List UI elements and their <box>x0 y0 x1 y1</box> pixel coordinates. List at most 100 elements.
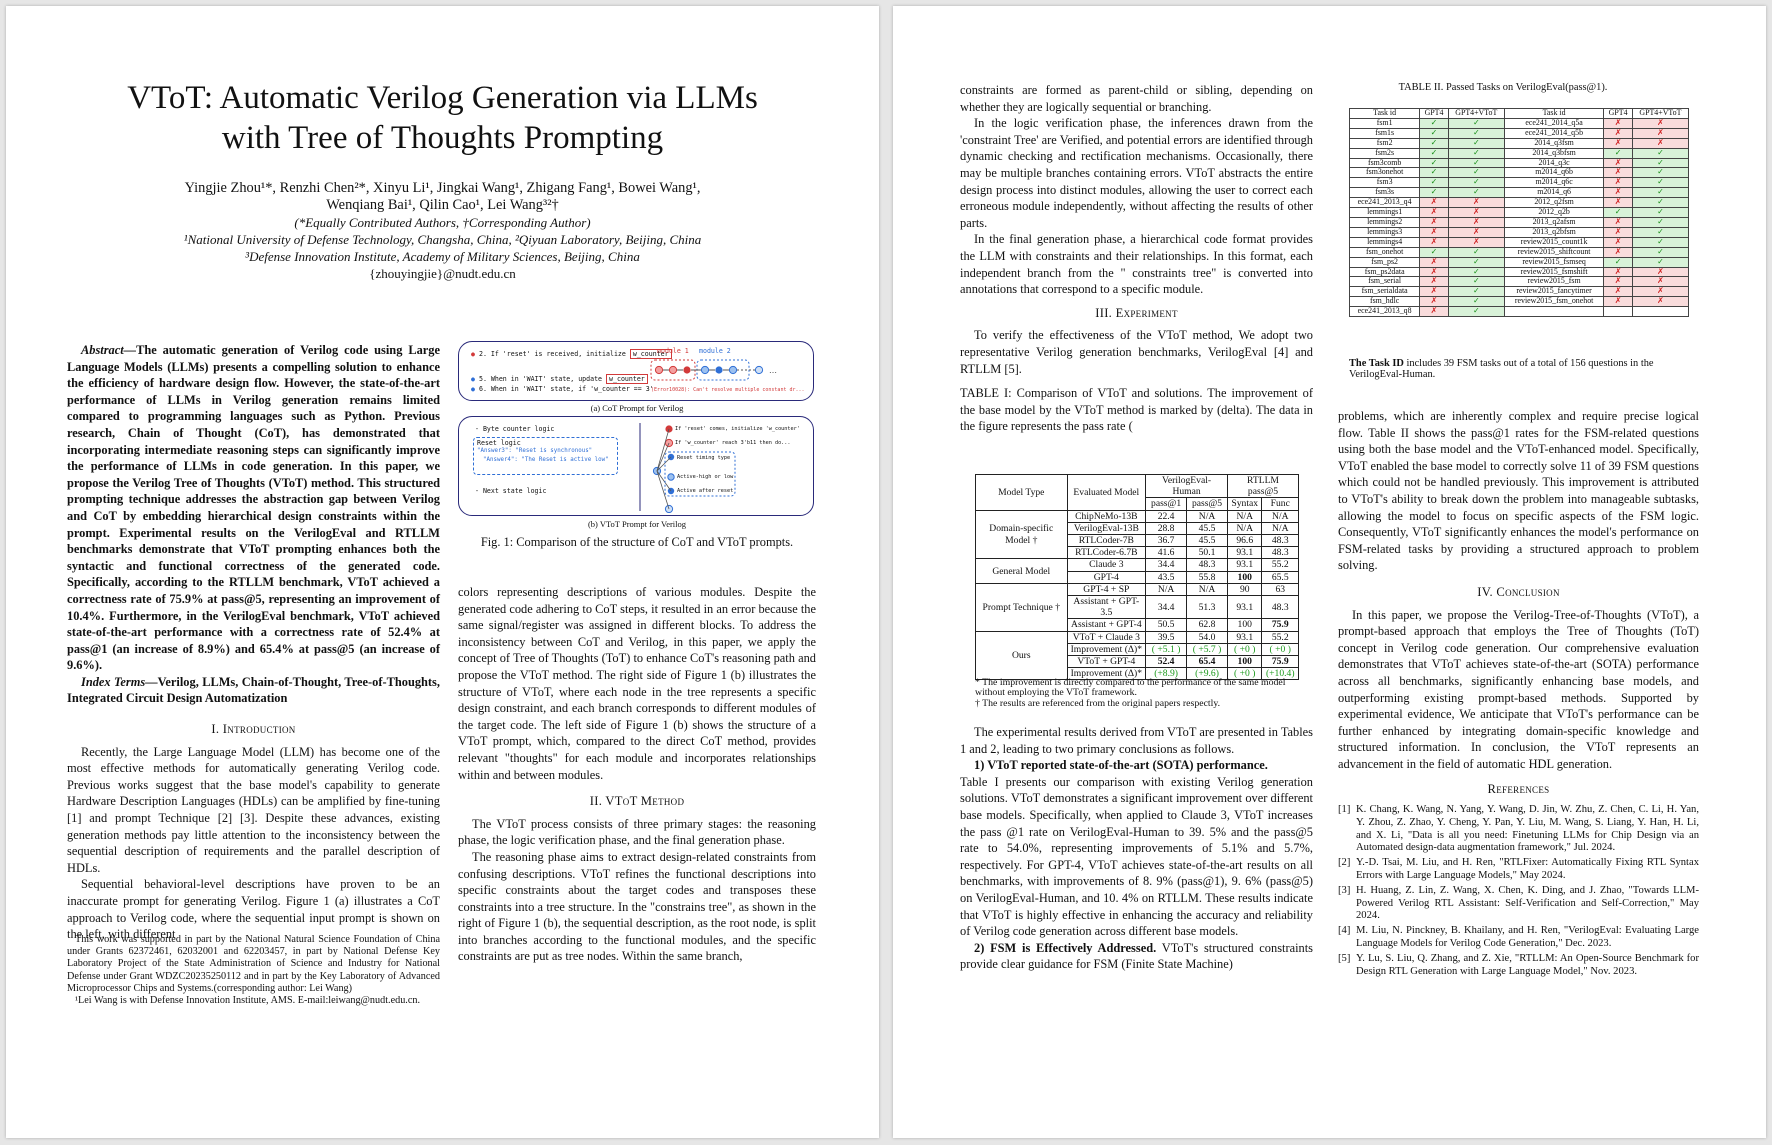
task-id-cell: lemmings3 <box>1348 226 1421 238</box>
page-2: constraints are formed as parent-child o… <box>893 6 1766 1138</box>
model-name-cell: Improvement (Δ)* <box>1066 642 1147 657</box>
score-cell: 54.0 <box>1186 630 1228 644</box>
table-row: fsm_ps2 ✗ ✓ review2015_fsmseq ✓ ✓ <box>1348 256 1690 268</box>
score-cell: 55.2 <box>1261 558 1299 572</box>
result-cell: ✗ <box>1603 187 1633 199</box>
affiliation-1: ¹National University of Defense Technolo… <box>183 232 702 247</box>
header-syntax: Syntax <box>1226 497 1263 511</box>
score-cell: 62.8 <box>1186 618 1228 632</box>
section-heading-method: II. VToT Method <box>589 794 685 809</box>
figure-1b-panel: - Byte counter logic Reset logic "Answer… <box>458 416 814 516</box>
score-cell: 34.4 <box>1145 558 1188 572</box>
task-id-cell: fsm1s <box>1348 127 1421 139</box>
table-row: lemmings1 ✗ ✗ 2012_q2b ✓ ✓ <box>1348 207 1690 218</box>
score-cell: 50.1 <box>1186 546 1228 560</box>
score-cell: 50.5 <box>1145 618 1188 632</box>
method-paragraph-2: The reasoning phase aims to extract desi… <box>458 849 816 964</box>
table-row: General Model Claude 3 34.4 48.3 93.1 55.2 <box>975 558 1299 584</box>
answer-3: "Answer3": "Reset is synchronous" <box>477 448 593 454</box>
task-id-cell: review2015_shiftcount <box>1503 246 1605 258</box>
model-name-cell: Assistant + GPT-3.5 <box>1066 595 1147 620</box>
tree-node-reset-timing: Reset timing type <box>677 455 731 461</box>
result-cell: ✓ <box>1447 306 1505 318</box>
result-cell: ✓ <box>1447 296 1505 308</box>
result-cell <box>1631 306 1690 318</box>
w-counter-tag: w_counter <box>629 349 672 359</box>
cot-discussion-paragraph: colors representing descriptions of vari… <box>458 585 816 782</box>
task-id-cell: review2015_count1k <box>1503 236 1605 248</box>
table-2-header-cell: Task id <box>1348 108 1421 119</box>
result-cell: ✗ <box>1603 167 1633 179</box>
score-cell: N/A <box>1261 509 1299 523</box>
table-2-note-bold: The Task ID <box>1349 358 1404 369</box>
table-row: fsm_hdlc ✗ ✓ review2015_fsm_onehot ✗ ✗ <box>1348 296 1690 308</box>
result-cell: ✓ <box>1419 167 1449 179</box>
header-func: Func <box>1261 497 1299 511</box>
table-1: Model Type Evaluated Model VerilogEval-H… <box>975 473 1299 681</box>
table-row: VerilogEval-13B 28.8 45.5 N/A N/A <box>976 521 1299 536</box>
page2-left-column-lower: The experimental results derived from VT… <box>960 724 1313 973</box>
section-heading-experiment: III. Experiment <box>1095 305 1178 320</box>
model-name-cell: RTLCoder-6.7B <box>1066 546 1147 560</box>
next-state-item: - Next state logic <box>475 487 547 495</box>
result-cell: ✗ <box>1603 296 1633 308</box>
task-id-cell: m2014_q6 <box>1503 187 1605 199</box>
score-cell: 100 <box>1226 655 1263 669</box>
score-cell: 100 <box>1226 570 1263 584</box>
model-name-cell: VToT + GPT-4 <box>1066 655 1147 669</box>
task-id-cell: review2015_fsmshift <box>1503 266 1605 278</box>
result-cell: ✗ <box>1419 256 1449 268</box>
table-1-caption: TABLE I: Comparison of VToT and solution… <box>960 386 1313 434</box>
score-cell: ( +5.7 ) <box>1186 642 1228 657</box>
reset-logic-box <box>473 437 618 475</box>
header-rtllm: RTLLM pass@5 <box>1227 473 1299 499</box>
table-2-note: The Task ID includes 39 FSM tasks out of… <box>1349 358 1689 380</box>
result-cell: ✓ <box>1631 187 1690 199</box>
score-cell: (+10.4) <box>1261 667 1299 681</box>
task-id-cell: ece241_2013_q4 <box>1348 197 1421 209</box>
score-cell: N/A <box>1226 521 1263 536</box>
reference-item: [1] K. Chang, K. Wang, N. Yang, Y. Wang, … <box>1338 804 1699 855</box>
score-cell: 36.7 <box>1145 534 1188 548</box>
score-cell: (+9.6) <box>1186 667 1228 681</box>
score-cell: 93.1 <box>1226 595 1263 620</box>
constraint-paragraph: constraints are formed as parent-child o… <box>960 83 1313 114</box>
result-cell: ✗ <box>1603 117 1633 129</box>
cot-step-2: ● 2. If 'reset' is received, initialize … <box>471 349 672 359</box>
svg-text:…: … <box>769 366 777 375</box>
score-cell: 93.1 <box>1226 558 1263 572</box>
score-cell: 75.9 <box>1261 655 1299 669</box>
abstract: Abstract—The automatic generation of Ver… <box>67 342 440 707</box>
score-cell: 65.5 <box>1261 570 1299 584</box>
score-cell: 52.4 <box>1145 655 1188 669</box>
result-cell: ✓ <box>1603 147 1633 159</box>
score-cell: N/A <box>1186 509 1228 523</box>
index-terms-text: Verilog, LLMs, Chain-of-Thought, Tree-of… <box>67 674 440 706</box>
header-model-type: Model Type <box>975 474 1068 511</box>
header-verilogeval-human: VerilogEval-Human <box>1145 473 1228 499</box>
page1-right-column: colors representing descriptions of vari… <box>458 584 816 965</box>
score-cell: N/A <box>1186 582 1228 597</box>
results-finding-1: 1) VToT reported state-of-the-art (SOTA)… <box>960 757 1313 774</box>
result-cell: ✓ <box>1447 117 1505 129</box>
answer-4: "Answer4": "The Reset is active low" <box>483 457 609 463</box>
fsm-results-paragraph: problems, which are inherently complex a… <box>1338 409 1699 573</box>
result-cell: ✓ <box>1419 177 1449 189</box>
task-id-cell: m2014_q6c <box>1503 177 1605 189</box>
result-cell: ✓ <box>1447 266 1505 278</box>
page-1: VToT: Automatic Verilog Generation via L… <box>6 6 879 1138</box>
table-1-note-2: † The results are referenced from the or… <box>975 697 1221 709</box>
score-cell: 48.3 <box>1186 558 1228 572</box>
table-2-header-cell: GPT4 <box>1603 108 1633 119</box>
finding-2-heading: 2) FSM is Effectively Addressed. <box>974 940 1157 955</box>
result-cell: ✓ <box>1419 187 1449 199</box>
score-cell: ( +5.1 ) <box>1145 642 1188 657</box>
reference-text: Y. Lu, S. Liu, Q. Zhang, and Z. Xie, "RT… <box>1356 952 1699 977</box>
method-paragraph-1: The VToT process consists of three prima… <box>458 816 816 848</box>
table-2-header-cell: GPT4 <box>1419 108 1449 119</box>
result-cell: ✗ <box>1631 276 1690 288</box>
figure-1a-caption: (a) CoT Prompt for Verilog <box>590 403 684 413</box>
reference-text: Y.-D. Tsai, M. Liu, and H. Ren, "RTLFixe… <box>1356 857 1699 882</box>
table-row: Ours VToT + Claude 3 39.5 54.0 93.1 55.2 <box>975 630 1299 681</box>
task-id-cell: m2014_q6b <box>1503 167 1605 179</box>
